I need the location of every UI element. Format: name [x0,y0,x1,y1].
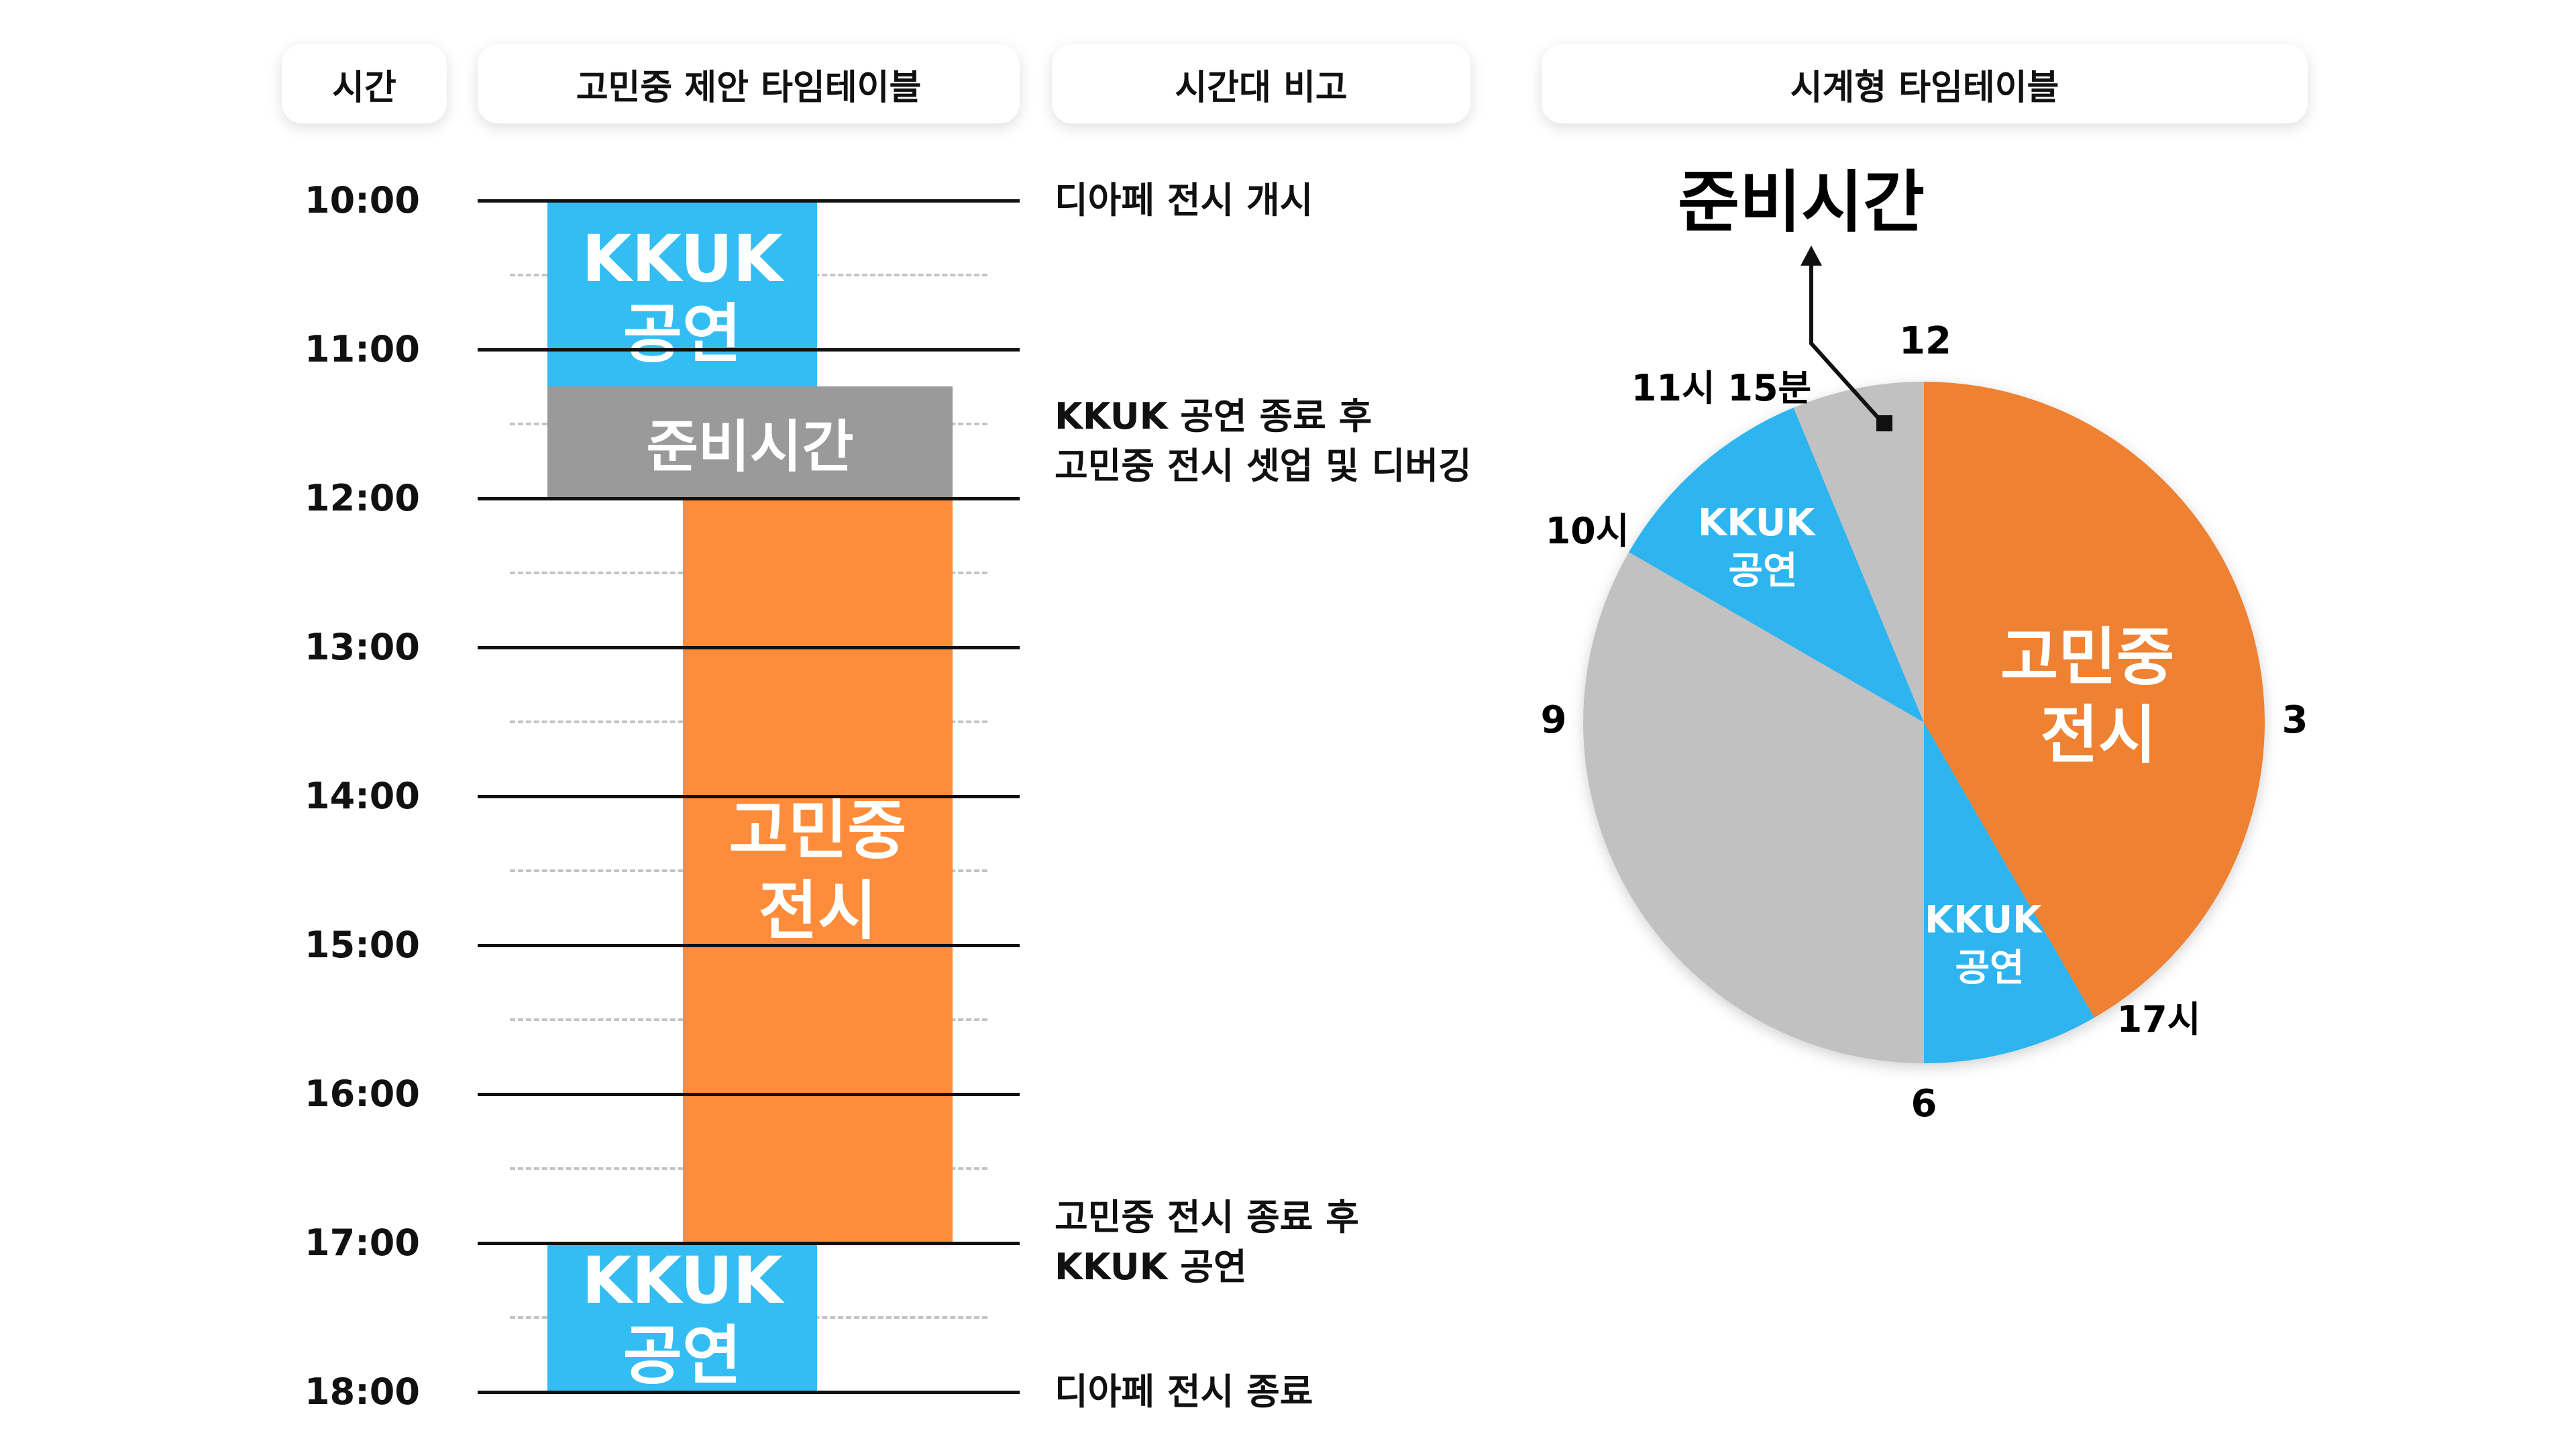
slice-label-kkuk-evening: KKUK 공연 [1925,898,2055,990]
header-proposal-label: 고민중 제안 타임테이블 [576,67,922,108]
hour-line [478,944,1020,947]
hour-line [478,1391,1020,1394]
clock-hour-9: 9 [1541,698,1567,742]
slice-label-kkuk-evening-line2: 공연 [1955,947,2024,990]
clock-hour-6: 6 [1911,1082,1937,1126]
clock-hour-3: 3 [2282,698,2308,742]
header-clock-label: 시계형 타임테이블 [1790,67,2059,108]
exhibit-label: 고민중 전시 [729,793,907,949]
time-label: 11:00 [305,328,420,370]
clock-hour-12: 12 [1899,319,1951,363]
slice-label-kkuk-evening-line1: KKUK [1925,898,2043,942]
hour-line [478,199,1020,203]
hour-line [478,646,1020,649]
callout-marker [1876,415,1892,431]
time-label: 15:00 [305,924,420,966]
time-label: 13:00 [305,626,420,668]
clock-slices [1583,382,2265,1063]
header-clock: 시계형 타임테이블 [1542,44,2308,123]
slice-label-exhibit-line1: 고민중 [2000,621,2174,694]
slice-label-exhibit: 고민중 전시 [2000,621,2196,772]
header-time: 시간 [282,44,447,123]
time-label: 17:00 [305,1222,420,1264]
slice-label-exhibit-line2: 전시 [2041,699,2157,772]
hour-line [478,1242,1020,1245]
note-after-kkuk: KKUK 공연 종료 후 고민중 전시 셋업 및 디버깅 [1055,395,1472,487]
slice-label-kkuk-morning-line1: KKUK [1698,501,1817,545]
hour-line [478,1093,1020,1096]
prep-label: 준비시간 [646,413,854,480]
kkuk-evening-block: KKUK 공연 [547,1243,817,1393]
time-label: 12:00 [305,477,420,519]
clock-slice [1629,407,1924,722]
hour-line [478,795,1020,798]
callout-title: 준비시간 [1678,163,1925,241]
slice-label-kkuk-morning: KKUK 공연 [1698,501,1828,593]
time-label: 16:00 [305,1073,420,1115]
callout-arrowhead [1801,246,1822,266]
header-notes-label: 시간대 비고 [1175,67,1348,108]
note-open: 디아페 전시 개시 [1055,179,1313,221]
time-label: 18:00 [305,1371,420,1413]
time-label: 14:00 [305,775,420,817]
kkuk-evening-label: KKUK 공연 [582,1243,783,1393]
callout-line [1809,263,1886,426]
clock-slice [1924,382,2265,1018]
clock-slice [1793,382,1924,722]
clock-marker-1115: 11시 15분 [1631,367,1811,409]
time-label: 10:00 [305,179,420,221]
header-time-label: 시간 [332,67,396,108]
clock-marker-10: 10시 [1546,510,1629,552]
clock-marker-17: 17시 [2117,998,2201,1040]
note-after-exhibit: 고민중 전시 종료 후 KKUK 공연 [1055,1196,1359,1288]
kkuk-morning-block: KKUK 공연 [547,201,817,392]
hour-line [478,497,1020,500]
header-notes: 시간대 비고 [1052,44,1470,123]
clock-slice [1583,552,1924,1063]
hour-line [478,348,1020,352]
clock-slice [1924,722,2094,1063]
note-close: 디아페 전시 종료 [1055,1371,1313,1413]
header-proposal: 고민중 제안 타임테이블 [478,44,1020,123]
exhibit-block: 고민중 전시 [683,498,953,1244]
prep-block: 준비시간 [547,386,953,498]
kkuk-morning-label: KKUK 공연 [582,221,783,372]
slice-label-kkuk-morning-line2: 공연 [1728,549,1797,593]
